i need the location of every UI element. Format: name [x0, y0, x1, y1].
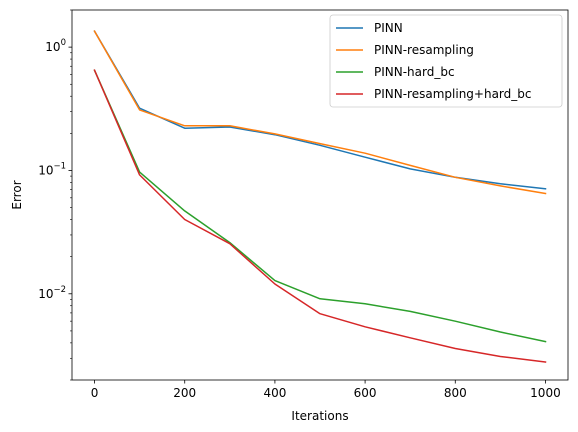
x-tick-label: 400	[263, 386, 286, 400]
legend-label: PINN-resampling	[374, 43, 474, 57]
y-tick-label: 10−2	[38, 285, 66, 301]
x-axis: 0 200 400 600 800 1000	[91, 380, 561, 400]
x-tick-label: 200	[173, 386, 196, 400]
y-tick-label: 10−1	[38, 161, 66, 177]
y-axis: 100 10−1 10−2	[38, 9, 72, 381]
x-tick-label: 1000	[530, 386, 561, 400]
x-tick-label: 600	[354, 386, 377, 400]
y-axis-label: Error	[10, 180, 24, 209]
x-tick-label: 800	[444, 386, 467, 400]
series-line-1	[93, 30, 547, 195]
x-tick-label: 0	[91, 386, 99, 400]
legend-label: PINN	[374, 21, 403, 35]
legend-label: PINN-hard_bc	[374, 65, 455, 79]
series-line-2	[93, 69, 547, 343]
plot-frame	[71, 9, 569, 381]
legend: PINN PINN-resampling PINN-hard_bc PINN-resa…	[329, 14, 563, 108]
legend-label: PINN-resampling+hard_bc	[374, 87, 531, 101]
legend-box	[329, 14, 563, 108]
series-line-3	[93, 69, 547, 363]
series-layer	[93, 30, 547, 363]
x-axis-label: Iterations	[291, 409, 348, 423]
y-tick-label: 100	[45, 38, 66, 54]
